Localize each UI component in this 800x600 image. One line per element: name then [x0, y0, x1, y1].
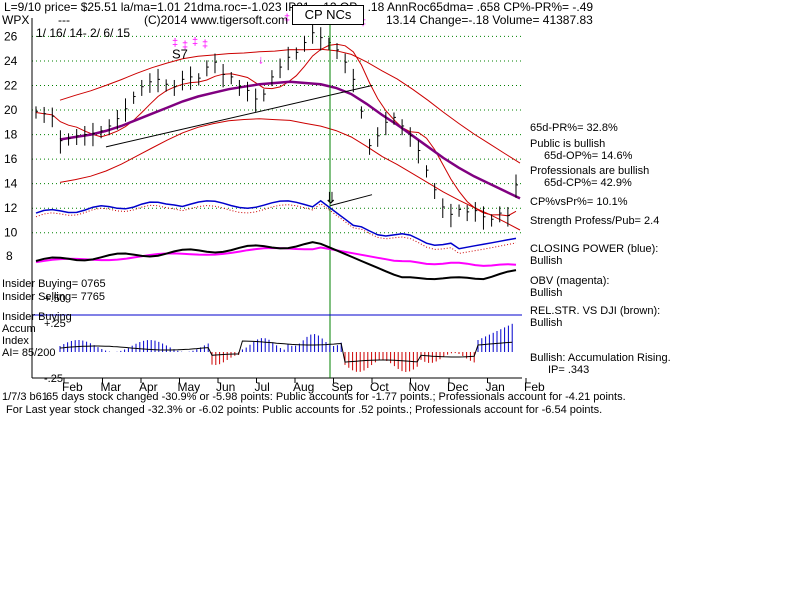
header-dashes: ---	[58, 13, 70, 27]
label-obv-val: Bullish	[530, 287, 563, 299]
y-tick-label: 14	[4, 177, 18, 191]
label-strength: Strength Profess/Pub= 2.4	[530, 215, 660, 227]
obv-line	[35, 246, 517, 267]
label-closing-power: CLOSING POWER (blue):	[530, 243, 659, 255]
x-tick-label: Sep	[332, 380, 354, 394]
footer-line1: 65 days stock changed -30.9% or -5.98 po…	[46, 391, 626, 403]
x-tick-label: Jul	[255, 380, 270, 394]
label-closing-power-val: Bullish	[530, 255, 563, 267]
label-relstr-val: Bullish	[530, 317, 563, 329]
support-trendline	[105, 84, 373, 148]
x-tick-label: May	[178, 380, 201, 394]
cp-trendline	[329, 194, 373, 207]
buy-arrow: ⇓	[324, 190, 337, 207]
label-professionals: Professionals are bullish	[530, 165, 650, 177]
insider-selling: Insider Selling= 7765	[2, 291, 106, 303]
x-tick-label: Apr	[139, 380, 158, 394]
sell-marker: ‡	[284, 13, 290, 25]
accum-ai: AI= 85/200	[2, 347, 56, 359]
label-cp: 65d-CP%= 42.9%	[544, 177, 632, 189]
x-tick-label: Dec	[447, 380, 468, 394]
footer-prefix: 1/7/3 b61	[2, 391, 48, 403]
copyright-label: (C)2014 www.tigersoft.com	[144, 13, 289, 27]
y-tick-label: 10	[4, 226, 18, 240]
label-op: 65d-OP%= 14.6%	[544, 150, 633, 162]
x-tick-label: Feb	[62, 380, 83, 394]
footer-line2: For Last year stock changed -32.3% or -6…	[6, 404, 603, 416]
relstr-line	[35, 241, 517, 281]
label-bullish-acc: Bullish: Accumulation Rising.	[530, 352, 671, 364]
ma65-line	[59, 80, 521, 200]
upper-band-line	[59, 48, 521, 164]
accum-title-2: Index	[2, 335, 29, 347]
x-tick-label: Jun	[216, 380, 235, 394]
label-cpvspr: CP%vsPr%= 10.1%	[530, 196, 628, 208]
label-pr: 65d-PR%= 32.8%	[530, 122, 618, 134]
accum-tick-label: +.50	[44, 293, 66, 305]
x-tick-label: Nov	[409, 380, 430, 394]
y-tick-label: 8	[6, 249, 13, 263]
sell-marker: ‡	[182, 40, 188, 52]
closing-power-line	[35, 199, 517, 250]
accum-tick-label: +.25	[44, 318, 66, 330]
x-tick-label: Jan	[486, 380, 505, 394]
lower-band-line	[59, 118, 521, 231]
sell-signal-label: S7	[172, 46, 188, 61]
sell-marker: ‡	[172, 37, 178, 49]
accum-title-1: Accum	[2, 323, 36, 335]
ticker-label: WPX	[2, 13, 30, 27]
y-tick-label: 22	[4, 78, 18, 92]
x-tick-label: Feb	[524, 380, 545, 394]
y-tick-label: 16	[4, 152, 18, 166]
sell-marker: ‡	[202, 38, 208, 50]
accum-ma-line	[59, 340, 513, 363]
x-tick-label: Aug	[293, 380, 314, 394]
y-tick-label: 12	[4, 201, 18, 215]
y-tick-label: 26	[4, 29, 18, 43]
signal-box: CP NCs	[292, 5, 364, 25]
accum-tick-label: -.25	[44, 373, 63, 385]
label-obv: OBV (magenta):	[530, 275, 610, 287]
label-public: Public is bullish	[530, 138, 606, 150]
insider-buying: Insider Buying= 0765	[2, 278, 106, 290]
date-range: 1/ 16/ 14- 2/ 6/ 15	[36, 26, 131, 40]
label-relstr: REL.STR. VS DJI (brown):	[530, 305, 661, 317]
x-tick-label: Mar	[101, 380, 122, 394]
y-tick-label: 18	[4, 128, 18, 142]
magenta-arrow: ↓	[258, 52, 264, 66]
y-tick-label: 24	[4, 54, 18, 68]
sell-marker: ‡	[192, 36, 198, 48]
closing-power-ma-line	[35, 203, 517, 254]
header-line2-tail: 13.14 Change=-.18 Volume= 41387.83	[386, 13, 593, 27]
insider-buying-2: Insider Buying	[2, 311, 72, 323]
label-ip: IP= .343	[548, 364, 590, 376]
y-tick-label: 20	[4, 103, 18, 117]
x-tick-label: Oct	[370, 380, 389, 394]
